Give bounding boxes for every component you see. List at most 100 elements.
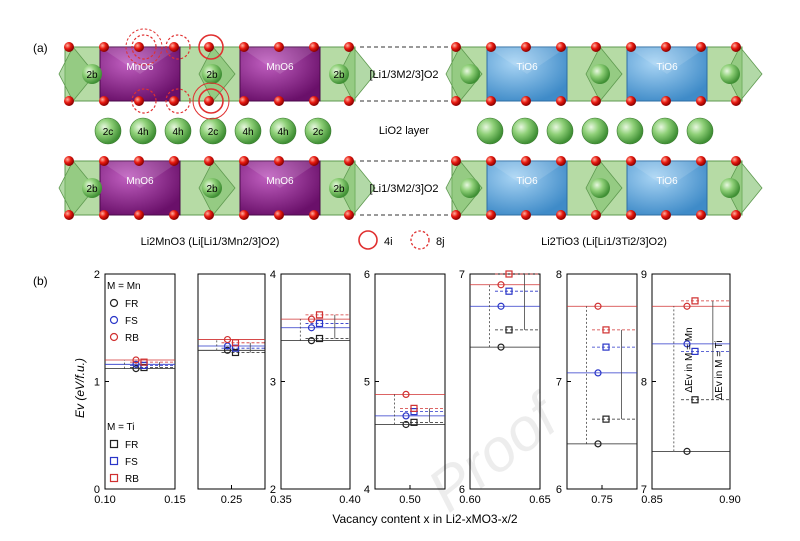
y-tick-label: 3 xyxy=(270,377,276,389)
subplot-frame xyxy=(197,273,266,490)
x-tick-label: 0.85 xyxy=(641,494,662,506)
ti-rb-point xyxy=(505,270,513,278)
li-2b-atom xyxy=(460,178,480,198)
legend-mn-title: M = Mn xyxy=(107,281,141,292)
mn-fs-point xyxy=(497,302,505,310)
oxygen-atom xyxy=(99,42,109,52)
oxygen-atom xyxy=(99,96,109,106)
mn-rb-point xyxy=(497,281,505,289)
y-tick-label: 6 xyxy=(364,269,370,281)
mn-rb-point xyxy=(132,356,140,364)
oxygen-atom xyxy=(169,210,179,220)
ti-rb-point xyxy=(231,339,240,347)
layer-dashed-lines xyxy=(360,46,448,216)
mno6-label: MnO6 xyxy=(126,62,154,73)
vacancy-4i-ring xyxy=(198,88,224,114)
subplot-frame xyxy=(651,273,731,490)
oxygen-atom xyxy=(661,156,671,166)
legend-ti-fs-marker xyxy=(109,456,119,466)
oxygen-atom xyxy=(696,42,706,52)
layer-label-bottom: [Li1/3M2/3]O2 xyxy=(369,183,438,195)
vacancy-8j-ring xyxy=(131,88,157,114)
vacancy-4i-ring-outer xyxy=(192,82,230,120)
tio6-octahedron xyxy=(626,160,708,216)
oxygen-atom xyxy=(274,96,284,106)
ti-rb-point xyxy=(315,311,324,319)
vacancy-8j-ring xyxy=(165,34,191,60)
li-site-label: 4h xyxy=(277,127,288,138)
panel-a-tag: (a) xyxy=(33,41,48,55)
y-tick-label: 4 xyxy=(364,484,370,496)
ti-fs-point xyxy=(602,343,610,351)
oxygen-atom xyxy=(486,96,496,106)
oxygen-atom xyxy=(169,96,179,106)
oxygen-atom xyxy=(731,96,741,106)
y-tick-label: 7 xyxy=(459,269,465,281)
mn-fr-point xyxy=(402,420,410,429)
oxygen-atom xyxy=(309,96,319,106)
octahedron-facet xyxy=(100,161,180,188)
legend-ti-fs: FS xyxy=(125,457,138,468)
octahedron-facet xyxy=(487,161,567,188)
oxygen-atom xyxy=(731,42,741,52)
x-tick-label: 0.65 xyxy=(529,494,550,506)
oxygen-atom xyxy=(134,156,144,166)
subplot-6: 6 7 8 0.75 xyxy=(556,269,638,506)
y-tick-label: 6 xyxy=(459,484,465,496)
octahedron-facet xyxy=(487,47,567,74)
li-2b-atom xyxy=(82,64,102,84)
slab-li2mno3-bottom: MnO6 MnO6 2b 2b 2b xyxy=(58,156,376,220)
legend-8j-label: 8j xyxy=(436,236,445,248)
li-atom xyxy=(651,117,679,145)
ti-fr-point xyxy=(315,334,324,343)
subplot-frame xyxy=(374,273,446,490)
subplot-4: 4 5 6 0.50 xyxy=(364,269,446,506)
oxygen-atom xyxy=(239,42,249,52)
oxygen-atom xyxy=(661,210,671,220)
oxygen-atom xyxy=(556,156,566,166)
ti-fr-point xyxy=(410,418,418,426)
x-tick-label: 0.90 xyxy=(719,494,740,506)
octahedron-facet xyxy=(627,47,707,74)
x-axis-label: Vacancy content x in Li2-xMO3-x/2 xyxy=(332,512,518,526)
oxygen-atom xyxy=(274,42,284,52)
y-tick-label: 5 xyxy=(364,377,370,389)
legend-ti: M = Ti FR FS RB xyxy=(107,422,139,485)
li-2b-atom xyxy=(590,178,610,198)
legend-mn-fr-marker xyxy=(109,298,119,308)
mn-fs-point xyxy=(683,340,691,348)
oxygen-atom xyxy=(521,156,531,166)
octahedron-facet xyxy=(240,47,320,74)
li-atom xyxy=(234,117,262,145)
mn-fr-point xyxy=(223,346,232,354)
legend-4i-label: 4i xyxy=(384,236,393,248)
ti-fs-point xyxy=(691,347,699,355)
legend-4i-ring xyxy=(358,230,378,250)
x-tick-label: 0.10 xyxy=(94,494,115,506)
oxygen-atom xyxy=(64,210,74,220)
x-tick-label: 0.25 xyxy=(221,494,242,506)
mn-fr-point xyxy=(307,337,316,345)
ti-fr-point xyxy=(602,415,610,423)
compound-label-left: Li2MnO3 (Li[Li1/3Mn2/3]O2) xyxy=(141,236,280,248)
oxygen-atom xyxy=(696,156,706,166)
x-tick-label: 0.15 xyxy=(164,494,185,506)
oxygen-atom xyxy=(591,96,601,106)
tio6-label: TiO6 xyxy=(656,62,678,73)
slab-li2tio3-top: TiO6 TiO6 xyxy=(445,42,763,106)
subplots: 0 1 2 0.10 0.15 0.25 2 3 4 0.35 0.40 4 5 6 0.50 6 7 0.60 0… xyxy=(94,269,741,506)
oxygen-atom xyxy=(309,156,319,166)
mn-fs-point xyxy=(132,360,140,368)
subplot-1: 0 1 2 0.10 0.15 xyxy=(94,269,186,506)
x-tick-label: 0.50 xyxy=(399,494,420,506)
layer-label-top: [Li1/3M2/3]O2 xyxy=(369,69,438,81)
mn-fr-point xyxy=(594,440,602,448)
oxygen-atom xyxy=(556,210,566,220)
oxygen-atom xyxy=(521,42,531,52)
li-atom xyxy=(581,117,609,145)
legend-mn-fr: FR xyxy=(125,299,138,310)
site-2b-label: 2b xyxy=(86,70,98,81)
oxygen-atom xyxy=(64,156,74,166)
legend-mn-rb-marker xyxy=(109,332,119,342)
